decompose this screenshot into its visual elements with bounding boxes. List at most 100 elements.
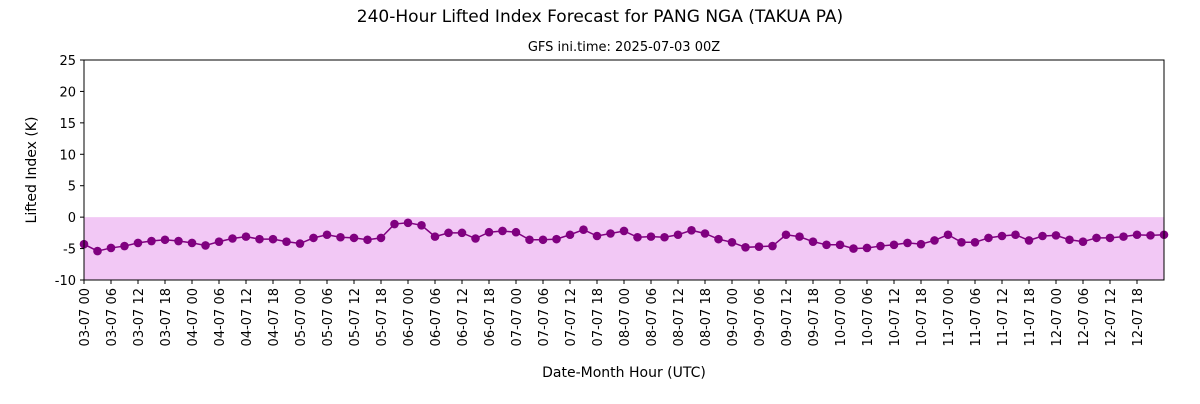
x-tick-label: 11-07 12 (996, 288, 1011, 346)
data-point (700, 229, 710, 238)
data-point (768, 241, 777, 251)
data-point (241, 232, 251, 241)
data-point (795, 232, 804, 241)
data-point (255, 234, 264, 244)
x-tick-label: 03-07 12 (132, 288, 147, 346)
data-point (957, 237, 966, 247)
chart-title: 240-Hour Lifted Index Forecast for PANG … (357, 7, 843, 27)
y-tick-label: 20 (59, 85, 76, 100)
y-tick-label: 0 (68, 211, 76, 226)
x-tick-label: 10-07 06 (861, 288, 876, 346)
data-point (1119, 232, 1128, 241)
data-point (1132, 230, 1142, 240)
data-point (633, 232, 642, 242)
y-axis-label: Lifted Index (K) (24, 117, 40, 224)
data-point (822, 240, 831, 250)
data-point (430, 232, 440, 241)
x-tick-label: 06-07 12 (456, 288, 471, 346)
data-point (592, 231, 602, 241)
data-point (903, 238, 912, 248)
data-point (309, 233, 318, 243)
y-tick-label: -10 (55, 274, 76, 289)
data-point (1078, 237, 1088, 246)
data-point (727, 237, 737, 247)
data-point (106, 243, 116, 253)
x-tick-label: 05-07 00 (294, 288, 309, 346)
x-tick-label: 08-07 12 (672, 288, 687, 346)
data-point (1146, 231, 1155, 240)
x-tick-label: 07-07 00 (510, 288, 525, 346)
x-tick-label: 12-07 18 (1131, 288, 1146, 346)
data-point (282, 237, 291, 246)
x-axis-label: Date-Month Hour (UTC) (542, 365, 706, 381)
data-point (93, 246, 102, 256)
data-point (741, 243, 750, 252)
data-point (808, 237, 818, 246)
data-point (417, 221, 426, 230)
x-tick-label: 12-07 00 (1050, 288, 1065, 346)
x-tick-label: 05-07 06 (321, 288, 336, 346)
data-point (781, 230, 791, 240)
data-point (336, 232, 345, 242)
x-tick-label: 08-07 18 (699, 288, 714, 346)
x-tick-label: 07-07 18 (591, 288, 606, 346)
data-point (147, 236, 156, 246)
data-point (619, 226, 629, 236)
negative-fill-region (84, 217, 1164, 280)
data-point (268, 234, 278, 244)
x-tick-label: 07-07 06 (537, 288, 552, 346)
data-point (133, 238, 143, 248)
y-tick-label: 5 (68, 180, 76, 195)
data-point (849, 244, 858, 253)
data-point (862, 243, 872, 253)
data-point (754, 242, 764, 251)
data-point (876, 241, 885, 251)
x-tick-label: 03-07 06 (105, 288, 120, 346)
data-point (295, 239, 305, 248)
data-point (984, 233, 993, 243)
data-point (322, 230, 332, 240)
y-tick-label: -5 (63, 243, 76, 258)
data-point (943, 230, 953, 240)
data-point (1038, 231, 1047, 241)
x-tick-label: 11-07 00 (942, 288, 957, 346)
data-point (646, 232, 656, 241)
data-point (444, 228, 453, 238)
y-tick-label: 15 (59, 117, 76, 132)
data-point (457, 228, 467, 238)
data-point (484, 227, 494, 237)
data-point (120, 241, 129, 251)
x-tick-label: 09-07 12 (780, 288, 795, 346)
data-point (889, 240, 899, 250)
x-tick-label: 05-07 12 (348, 288, 363, 346)
data-point (1105, 233, 1115, 243)
data-point (1011, 230, 1020, 240)
data-point (174, 236, 183, 246)
data-point (403, 218, 413, 228)
data-point (363, 235, 372, 245)
x-tick-label: 03-07 00 (78, 288, 93, 346)
y-tick-label: 10 (59, 148, 76, 163)
data-point (214, 237, 224, 246)
x-tick-label: 04-07 12 (240, 288, 255, 346)
x-tick-label: 12-07 12 (1104, 288, 1119, 346)
x-tick-label: 11-07 18 (1023, 288, 1038, 346)
x-tick-label: 08-07 06 (645, 288, 660, 346)
data-point (349, 233, 359, 243)
data-point (376, 233, 386, 243)
data-point (579, 225, 588, 235)
x-tick-label: 06-07 00 (402, 288, 417, 346)
x-tick-label: 09-07 00 (726, 288, 741, 346)
data-point (930, 236, 939, 245)
x-tick-label: 12-07 06 (1077, 288, 1092, 346)
x-tick-label: 06-07 18 (483, 288, 498, 346)
x-tick-label: 04-07 06 (213, 288, 228, 346)
data-point (228, 234, 237, 243)
data-point (916, 239, 926, 249)
data-point (660, 232, 669, 242)
data-point (1024, 236, 1034, 245)
data-point (970, 237, 980, 247)
data-point (538, 235, 548, 245)
x-tick-label: 11-07 06 (969, 288, 984, 346)
